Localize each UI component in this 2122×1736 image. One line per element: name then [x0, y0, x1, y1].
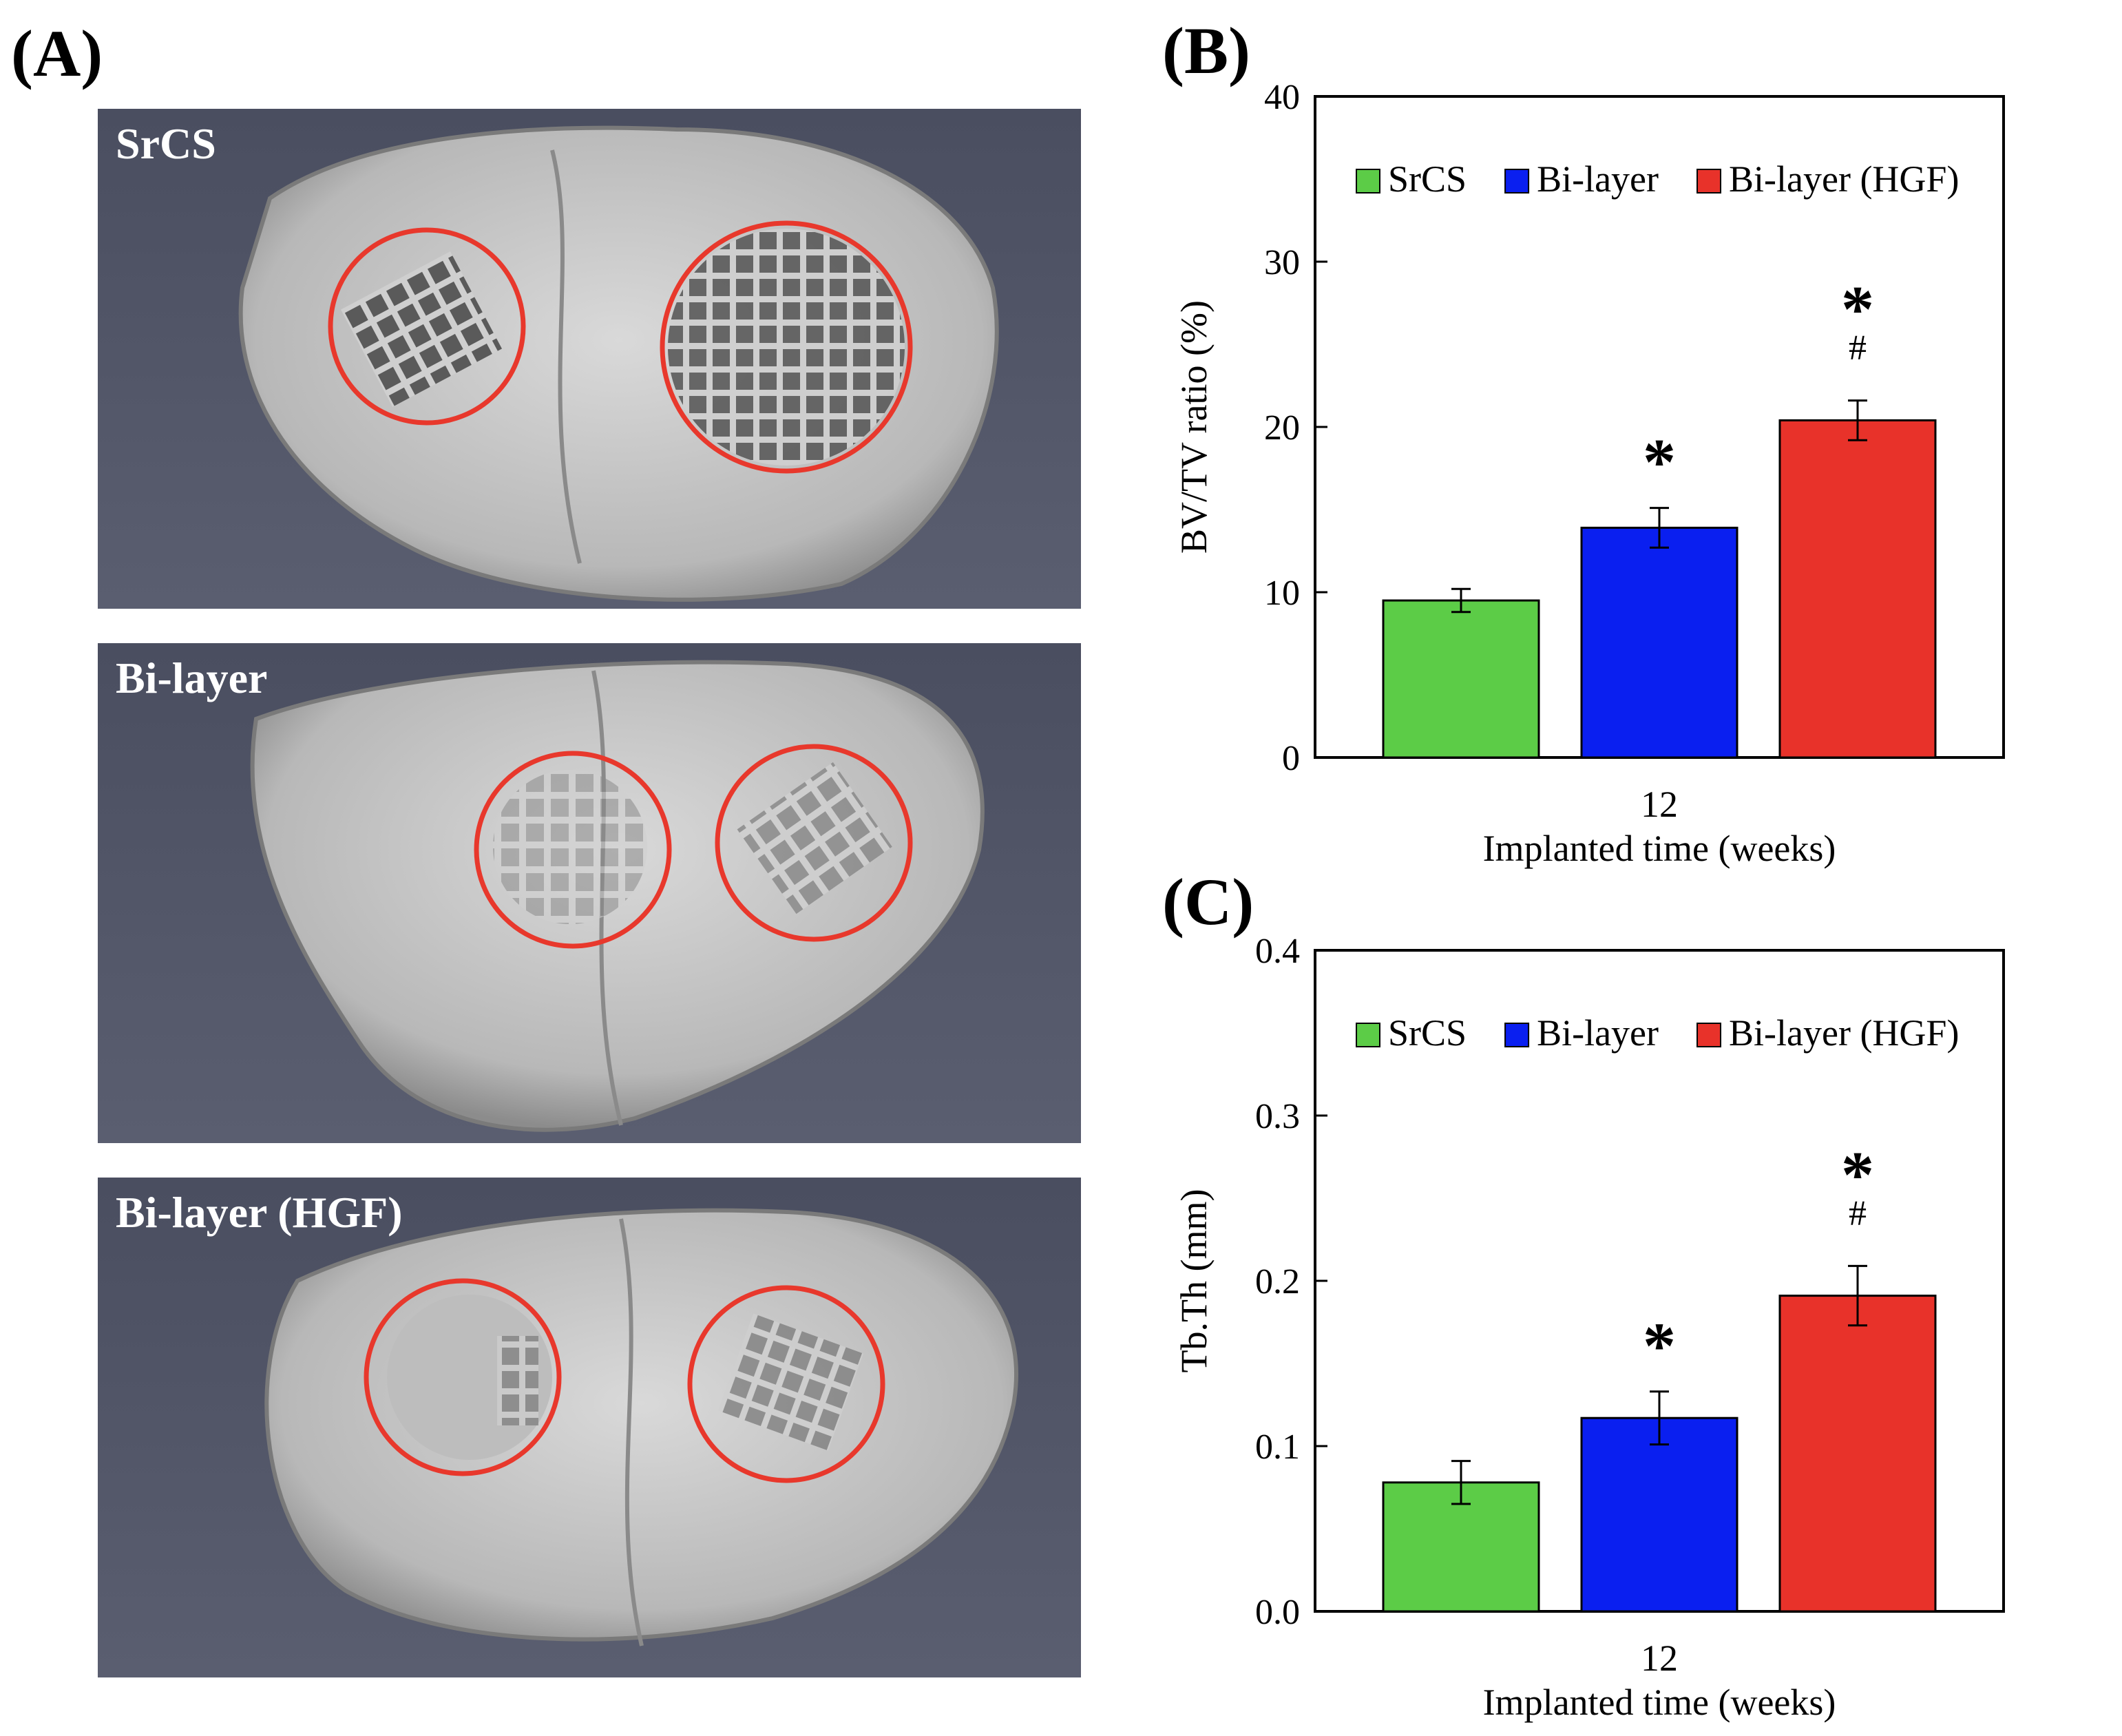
x-axis-label: Implanted time (weeks): [1483, 1682, 1836, 1723]
y-tick-label: 0.1: [1255, 1428, 1300, 1467]
legend-swatch: [1696, 169, 1722, 194]
y-tick-label: 0.0: [1255, 1593, 1300, 1632]
ct-tag-bilayer: Bi-layer: [116, 653, 268, 702]
y-tick-label: 0.3: [1255, 1097, 1300, 1136]
x-axis-label: Implanted time (weeks): [1483, 828, 1836, 869]
y-tick-label: 0.4: [1255, 932, 1300, 971]
panel-b-label: (B): [1162, 14, 1250, 87]
legend-label: Bi-layer: [1537, 158, 1659, 200]
ct-tag-srcs: SrCS: [116, 119, 216, 168]
significance-star: *: [1643, 426, 1676, 499]
legend-swatch: [1356, 169, 1380, 194]
significance-star: *: [1841, 273, 1874, 346]
ct-image-bilayer-hgf: Bi-layer (HGF): [98, 1178, 1081, 1677]
legend-swatch: [1504, 169, 1530, 194]
legend-label: Bi-layer: [1537, 1012, 1659, 1054]
significance-hash: #: [1849, 1193, 1867, 1233]
bar-bi-layer-hgf: [1778, 1295, 1937, 1613]
bar-srcs: [1382, 599, 1540, 759]
significance-star: *: [1643, 1309, 1676, 1383]
x-tick-label: 12: [1641, 784, 1678, 825]
ct-image-bilayer: Bi-layer: [98, 643, 1081, 1143]
legend-label: SrCS: [1388, 158, 1467, 200]
y-tick-label: 10: [1264, 574, 1300, 613]
y-tick-label: 20: [1264, 408, 1300, 448]
x-tick-label: 12: [1641, 1638, 1678, 1679]
y-axis-label: Tb.Th (mm): [1173, 1189, 1215, 1373]
y-axis-label: BV/TV ratio (%): [1173, 300, 1215, 554]
legend-label: Bi-layer (HGF): [1729, 1012, 1959, 1054]
bar-bi-layer: [1580, 526, 1738, 759]
legend-swatch: [1504, 1023, 1530, 1047]
significance-hash: #: [1849, 328, 1867, 368]
ct-tag-bilayer-hgf: Bi-layer (HGF): [116, 1188, 403, 1237]
legend-label: SrCS: [1388, 1012, 1467, 1054]
ct-image-srcs: SrCS: [98, 109, 1081, 609]
significance-star: *: [1841, 1138, 1874, 1211]
y-tick-label: 0: [1282, 739, 1300, 778]
legend-label: Bi-layer (HGF): [1729, 158, 1959, 200]
legend-swatch: [1696, 1023, 1722, 1047]
panel-a-label: (A): [11, 17, 103, 90]
y-tick-label: 30: [1264, 243, 1300, 282]
bar-bi-layer: [1580, 1416, 1738, 1613]
panel-c-label: (C): [1162, 865, 1254, 939]
bar-bi-layer-hgf: [1778, 419, 1937, 759]
legend-swatch: [1356, 1023, 1380, 1047]
y-tick-label: 0.2: [1255, 1262, 1300, 1301]
y-tick-label: 40: [1264, 78, 1300, 117]
